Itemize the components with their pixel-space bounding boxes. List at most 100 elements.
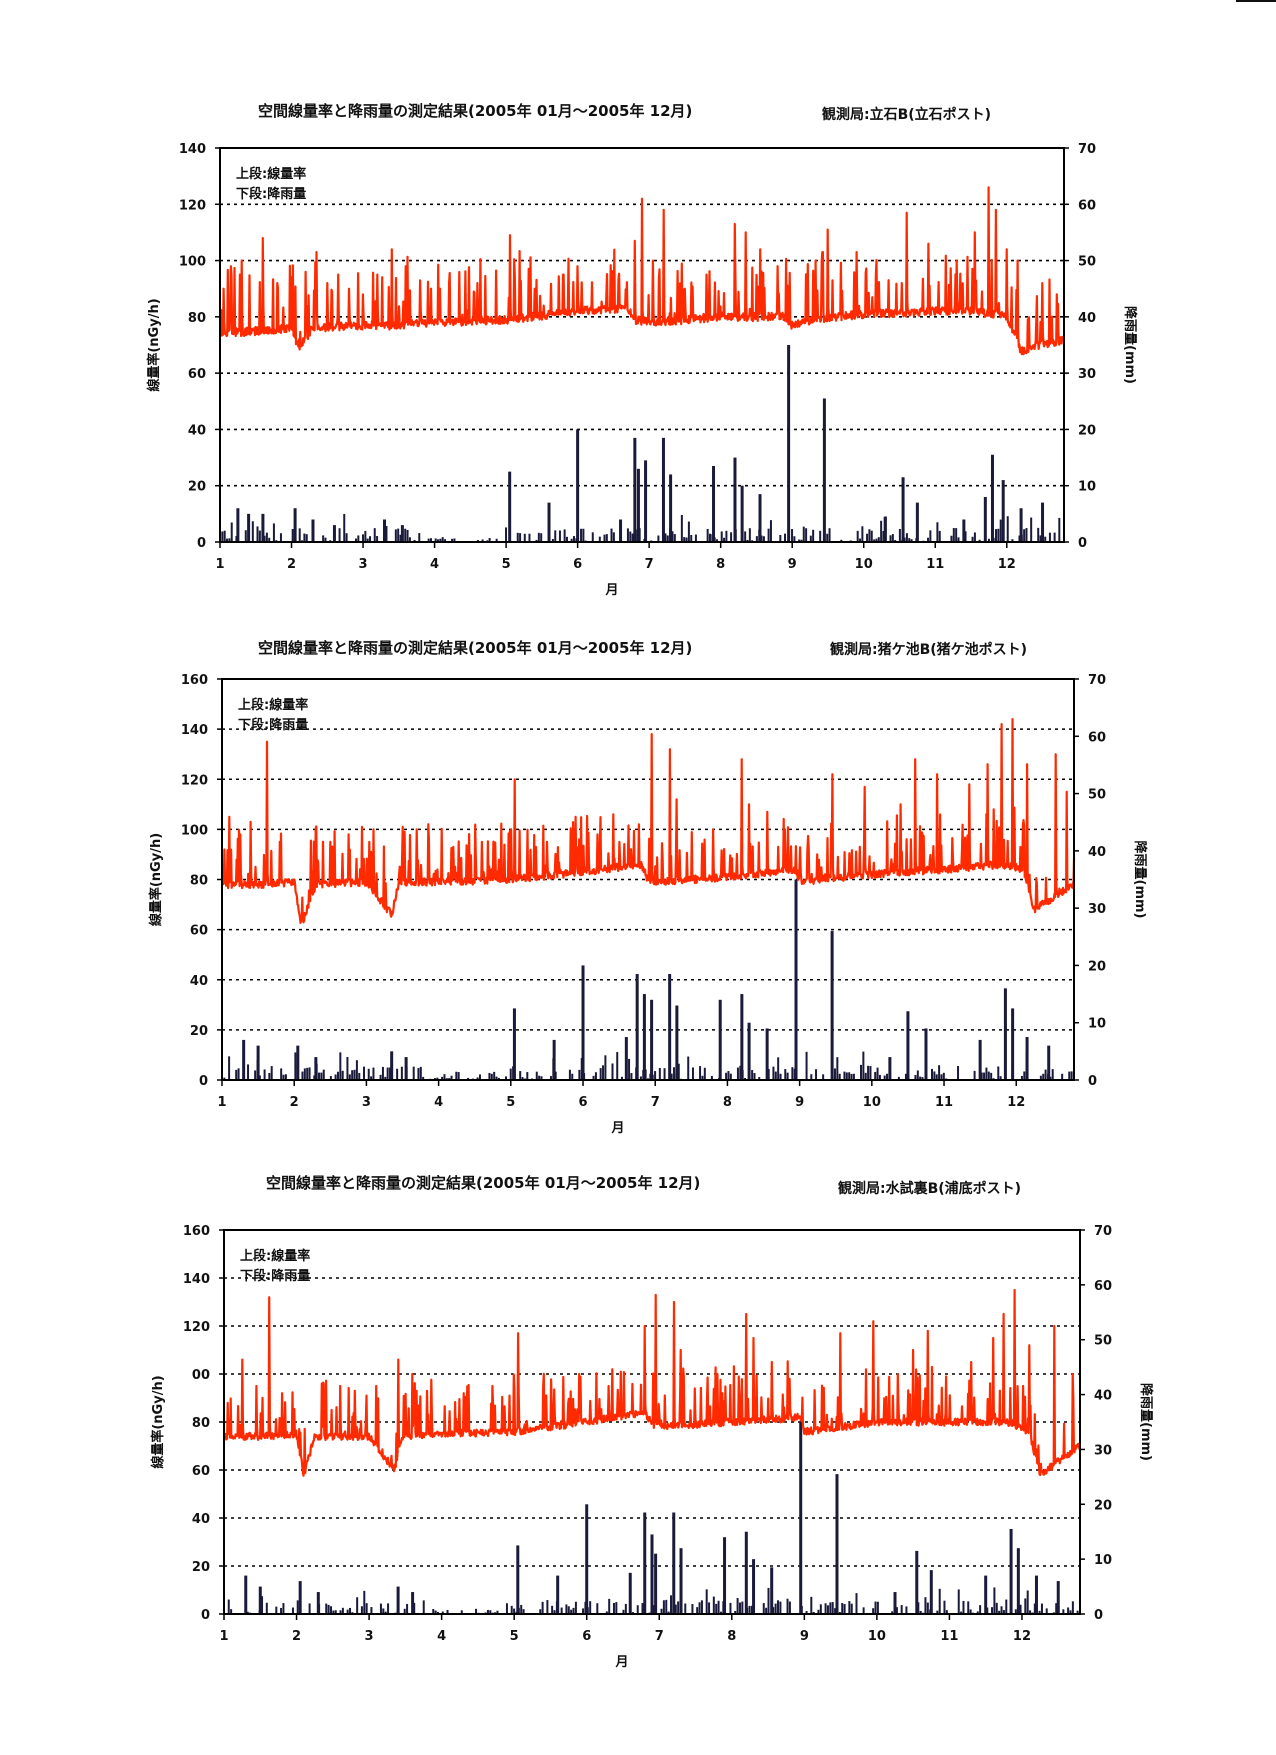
rain-bar <box>990 454 994 542</box>
rain-bar <box>843 1071 846 1080</box>
y-left-tick-label: 160 <box>181 673 208 688</box>
rain-bar <box>330 1606 332 1614</box>
rain-bar <box>258 1586 262 1614</box>
rain-bar <box>413 539 416 542</box>
rain-bar <box>774 1071 777 1080</box>
rain-bar <box>684 1603 687 1614</box>
rain-bar <box>744 1077 747 1080</box>
rain-bar <box>957 1589 960 1614</box>
rain-bar <box>541 1601 544 1614</box>
y-left-tick-label: 60 <box>190 924 208 939</box>
rain-bar <box>1006 516 1009 542</box>
rain-bar <box>280 1607 283 1614</box>
rain-bar <box>969 1609 972 1614</box>
rain-bar <box>1042 1073 1045 1080</box>
rain-bar <box>1076 1610 1079 1614</box>
rain-bar <box>291 1607 294 1614</box>
rain-bar <box>810 1074 813 1080</box>
rain-bar <box>570 538 573 542</box>
rain-bar <box>578 1069 581 1080</box>
rain-bar <box>983 496 987 542</box>
rain-bar <box>1039 535 1042 542</box>
rain-bar <box>370 1607 373 1614</box>
rain-bar <box>698 1602 701 1614</box>
rain-bar <box>386 1067 389 1080</box>
x-axis-label: 月 <box>614 1655 628 1670</box>
rain-bar <box>396 1068 399 1080</box>
rain-bar <box>516 1545 520 1614</box>
rain-bar <box>318 1072 321 1080</box>
rain-bar <box>551 1605 554 1614</box>
dose-rate-line <box>218 186 1065 356</box>
rain-bar <box>520 1604 523 1614</box>
rain-bar <box>936 522 939 542</box>
rain-bar <box>679 1548 683 1614</box>
rain-bar <box>817 1609 820 1614</box>
x-tick-label: 3 <box>365 1629 374 1644</box>
rain-bar <box>362 534 365 542</box>
rain-bar <box>620 1076 623 1080</box>
rain-bar <box>341 1070 344 1080</box>
y-left-tick-label: 40 <box>188 423 206 438</box>
rain-bar <box>680 514 683 542</box>
rain-bar <box>1069 1610 1072 1614</box>
rain-bar <box>441 537 444 542</box>
y-left-tick-label: 60 <box>188 367 206 382</box>
rain-bar <box>406 529 409 542</box>
rain-bar <box>275 1606 278 1614</box>
y-right-axis-label: 降雨量(mm) <box>1132 841 1148 919</box>
rain-bar <box>528 533 531 542</box>
rain-bar <box>730 532 733 542</box>
y-right-tick-label: 40 <box>1088 845 1106 860</box>
legend-upper: 上段:線量率 <box>238 697 308 713</box>
rain-bar <box>635 974 639 1080</box>
rain-bar <box>748 1605 751 1614</box>
rain-bar <box>904 1073 907 1080</box>
chart-panel-urasoko: 空間線量率と降雨量の測定結果(2005年 01月～2005年 12月) 観測局:… <box>0 1072 1276 1670</box>
rain-bar <box>372 1067 375 1080</box>
rain-bar <box>493 1071 496 1080</box>
rain-bar <box>338 528 341 542</box>
rain-bar <box>313 1075 316 1080</box>
rain-bar <box>1024 1598 1027 1614</box>
rain-bar <box>741 1601 744 1614</box>
rain-bar <box>596 1603 599 1614</box>
rain-bar <box>791 529 794 542</box>
rain-bar <box>1047 1045 1051 1080</box>
rain-bar <box>833 1068 836 1080</box>
rain-bar <box>294 1052 297 1080</box>
rain-bar <box>784 1069 787 1080</box>
rain-bar <box>712 466 716 542</box>
rain-bar <box>247 1064 250 1080</box>
rain-bar <box>228 1056 231 1080</box>
rain-bar <box>727 1071 730 1080</box>
rain-bar <box>874 1071 877 1080</box>
rain-bar <box>599 1068 602 1080</box>
rain-bar <box>404 1057 408 1080</box>
rain-bar <box>978 539 981 542</box>
rain-bar <box>716 539 719 542</box>
rain-bar <box>1005 1599 1008 1614</box>
rain-bar <box>1034 1575 1038 1614</box>
rain-bar <box>829 1602 832 1614</box>
station-label: 観測局:水試裏B(浦底ポスト) <box>838 1181 1022 1197</box>
rain-bar <box>815 1069 818 1080</box>
rain-bar <box>612 532 615 542</box>
rain-bar <box>877 537 880 542</box>
rain-bar <box>891 534 894 542</box>
rain-bar <box>671 531 674 542</box>
rain-bar <box>1003 988 1007 1080</box>
rain-bar <box>670 1595 673 1614</box>
rain-bar <box>738 1602 741 1614</box>
rain-bar <box>973 532 976 542</box>
rain-bar <box>710 1075 713 1080</box>
rain-bar <box>926 1602 929 1614</box>
rain-bar <box>519 533 522 542</box>
rain-bar <box>406 1603 409 1614</box>
rain-bar <box>488 538 491 542</box>
rain-bar <box>882 531 885 542</box>
rain-bar <box>924 1597 927 1614</box>
rain-bar <box>664 533 667 542</box>
rain-bar <box>809 535 812 542</box>
x-tick-label: 4 <box>430 557 439 572</box>
